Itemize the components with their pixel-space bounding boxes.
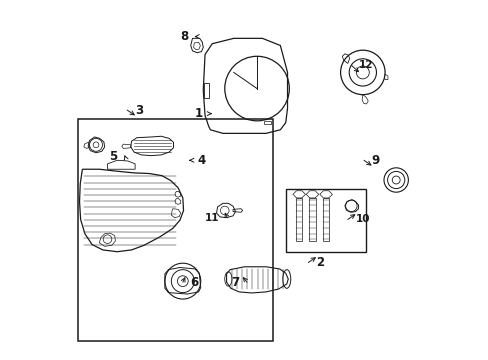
Bar [308,198,315,241]
Text: 1: 1 [195,107,203,120]
Text: 2: 2 [316,256,324,269]
Bar [295,198,302,241]
Text: 11: 11 [204,213,219,222]
Text: 6: 6 [190,276,199,289]
Text: 9: 9 [371,154,379,167]
Text: 7: 7 [230,276,239,289]
Text: 4: 4 [198,154,206,167]
Text: 12: 12 [359,60,373,70]
Text: 3: 3 [135,104,143,117]
Text: 5: 5 [109,150,117,163]
Bar [78,119,273,341]
Text: 8: 8 [180,30,188,43]
Text: 10: 10 [355,215,369,224]
Bar [285,189,366,252]
Bar [322,198,328,241]
